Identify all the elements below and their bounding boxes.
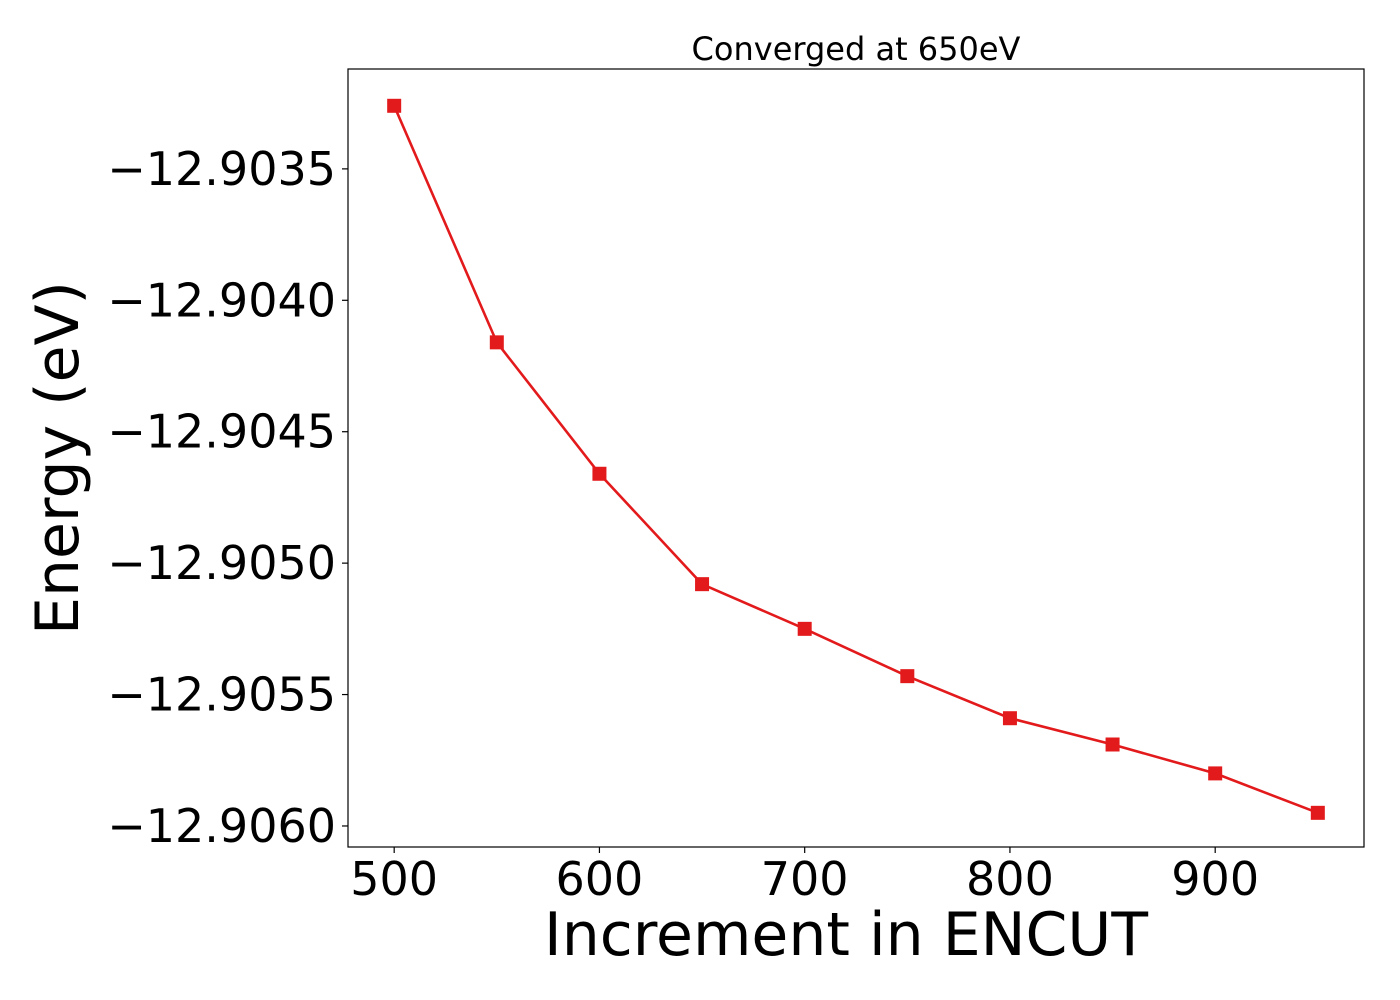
- data-point-marker: [592, 466, 607, 481]
- x-tick-label: 600: [556, 852, 644, 906]
- x-axis-label: Increment in ENCUT: [544, 900, 1148, 970]
- y-tick-label: −12.9040: [107, 273, 336, 327]
- y-tick-label: −12.9045: [107, 405, 336, 459]
- x-tick-label: 900: [1171, 852, 1259, 906]
- data-point-marker: [695, 577, 710, 592]
- series-layer: [387, 98, 1325, 820]
- y-axis-label: Energy (eV): [23, 281, 93, 635]
- y-axis: −12.9035 −12.9040 −12.9045 −12.9050 −12.9055…: [107, 142, 348, 853]
- x-tick-label: 500: [350, 852, 438, 906]
- data-point-marker: [1105, 737, 1120, 752]
- data-point-marker: [387, 98, 402, 113]
- data-point-marker: [1310, 805, 1325, 820]
- data-point-marker: [797, 621, 812, 636]
- data-point-marker: [900, 669, 915, 684]
- x-tick-label: 700: [761, 852, 849, 906]
- data-point-marker: [1002, 711, 1017, 726]
- y-tick-label: −12.9055: [107, 668, 336, 722]
- series-line: [392, 105, 1319, 815]
- plot-area-frame: [347, 68, 1365, 848]
- chart-title: Converged at 650eV: [692, 30, 1021, 68]
- x-tick-label: 800: [966, 852, 1054, 906]
- y-tick-label: −12.9050: [107, 536, 336, 590]
- y-tick-label: −12.9060: [107, 799, 336, 853]
- data-point-marker: [489, 335, 504, 350]
- data-point-marker: [1208, 766, 1223, 781]
- y-tick-label: −12.9035: [107, 142, 336, 196]
- x-axis: 500 600 700 800 900: [350, 847, 1259, 906]
